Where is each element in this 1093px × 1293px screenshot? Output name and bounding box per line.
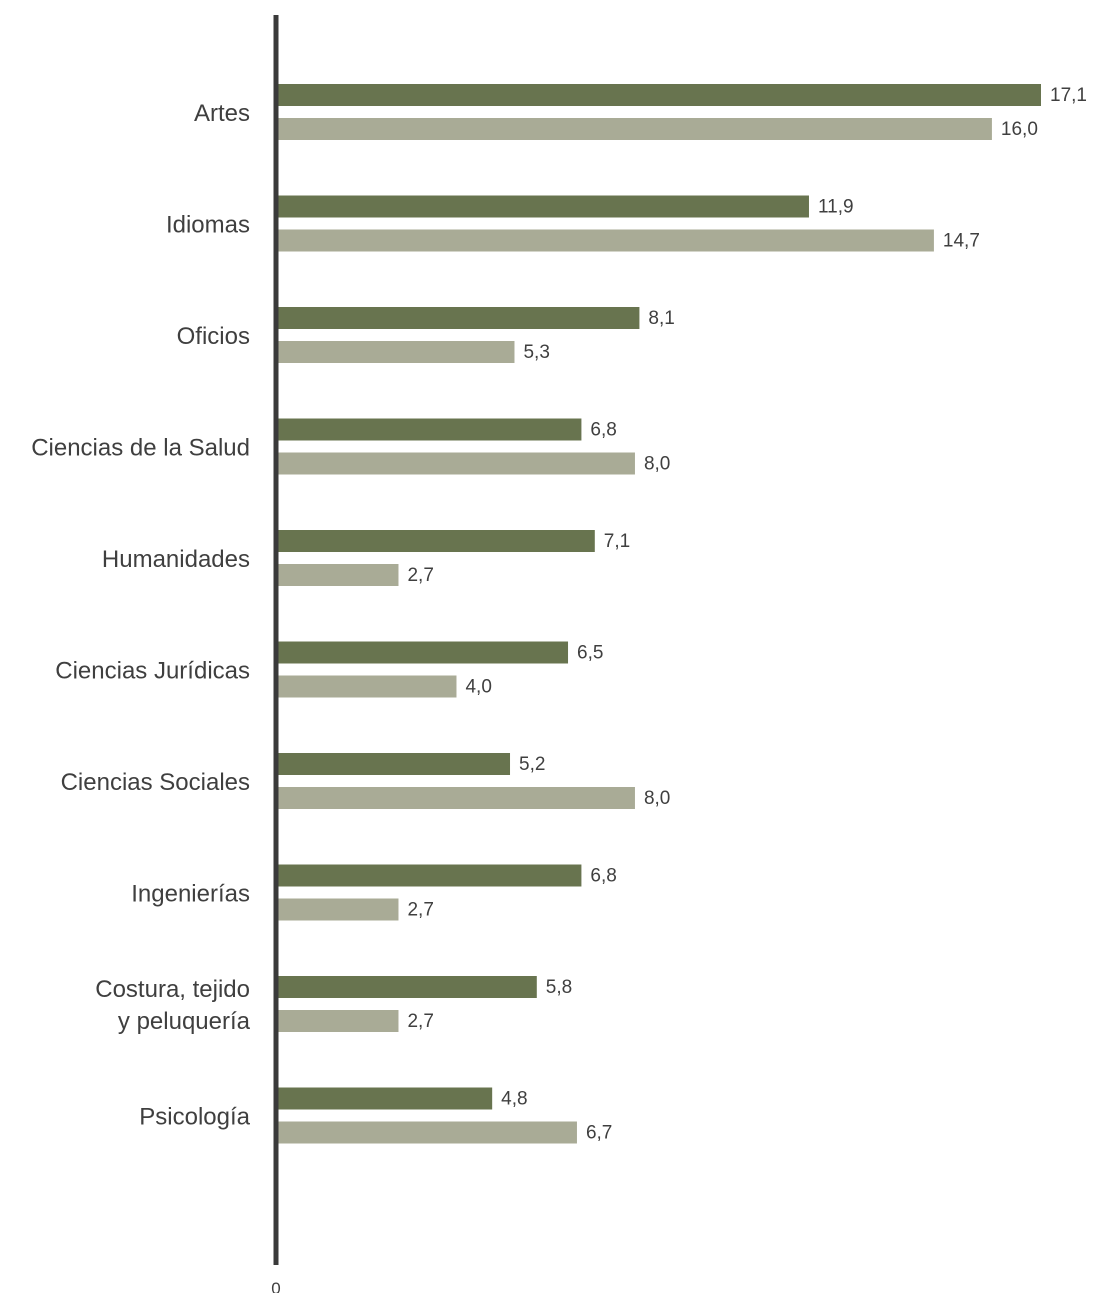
value-label: 8,1 xyxy=(648,308,674,329)
category-label: Artes xyxy=(194,100,250,127)
value-label: 6,8 xyxy=(590,866,616,887)
value-label: 2,7 xyxy=(407,565,433,586)
bar-series-1 xyxy=(278,753,511,775)
category-label: Ingenierías xyxy=(131,881,250,908)
value-label: 5,8 xyxy=(546,977,572,998)
value-labels-layer: 17,1 16,0 11,9 14,7 8,1 5,3 6,8 8,0 7,1 2,7 6,5 4,0… xyxy=(407,85,1087,1144)
value-label: 6,8 xyxy=(590,420,616,441)
value-label: 17,1 xyxy=(1050,85,1087,106)
bar-series-1 xyxy=(278,976,537,998)
bar-series-2 xyxy=(278,118,992,140)
value-label: 4,8 xyxy=(501,1089,527,1110)
category-labels-layer: Artes Idiomas Oficios Ciencias de la Salud H… xyxy=(31,100,250,1131)
category-label: Oficios xyxy=(177,323,250,350)
bars-layer xyxy=(278,84,1041,1144)
bar-series-1 xyxy=(278,307,640,329)
bar-series-1 xyxy=(278,195,809,218)
value-label: 14,7 xyxy=(943,231,980,252)
value-label: 6,7 xyxy=(586,1123,612,1144)
value-label: 4,0 xyxy=(465,677,491,698)
category-label: y peluquería xyxy=(118,1008,251,1035)
category-label: Humanidades xyxy=(102,546,250,573)
value-label: 2,7 xyxy=(407,900,433,921)
bar-series-2 xyxy=(278,898,399,921)
bar-series-2 xyxy=(278,452,635,475)
value-label: 5,2 xyxy=(519,754,545,775)
category-label: Ciencias de la Salud xyxy=(31,435,250,462)
category-label: Costura, tejido xyxy=(95,976,250,1003)
bar-series-2 xyxy=(278,564,399,586)
category-label: Ciencias Sociales xyxy=(61,769,250,796)
bar-series-2 xyxy=(278,1121,577,1144)
value-label: 8,0 xyxy=(644,788,670,809)
bar-series-2 xyxy=(278,675,457,698)
category-label: Psicología xyxy=(139,1104,250,1131)
bar-series-2 xyxy=(278,229,934,252)
category-label: Idiomas xyxy=(166,212,250,239)
value-label: 5,3 xyxy=(523,342,549,363)
value-label: 16,0 xyxy=(1001,119,1038,140)
value-label: 7,1 xyxy=(604,531,630,552)
bar-series-1 xyxy=(278,530,595,552)
value-label: 11,9 xyxy=(818,197,854,218)
x-tick-label: 0 xyxy=(271,1279,280,1293)
category-label: Ciencias Jurídicas xyxy=(55,658,250,685)
bar-series-2 xyxy=(278,787,635,809)
value-label: 2,7 xyxy=(407,1011,433,1032)
bar-series-1 xyxy=(278,84,1041,106)
bar-series-1 xyxy=(278,1087,493,1110)
value-label: 6,5 xyxy=(577,643,603,664)
bar-series-2 xyxy=(278,1010,399,1032)
bar-series-1 xyxy=(278,864,582,887)
value-label: 8,0 xyxy=(644,454,670,475)
bar-series-2 xyxy=(278,341,515,363)
bar-series-1 xyxy=(278,641,569,664)
bar-series-1 xyxy=(278,418,582,441)
